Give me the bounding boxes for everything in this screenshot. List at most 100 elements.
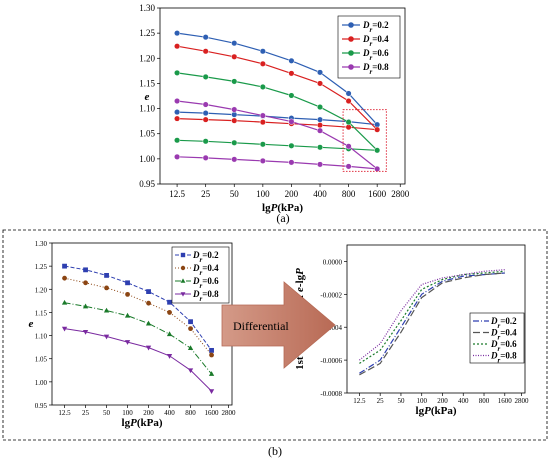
x-tick-label: 2800 — [222, 409, 237, 417]
data-point — [259, 141, 266, 148]
data-point — [124, 340, 131, 345]
y-tick-label: 0.95 — [139, 179, 155, 189]
data-point — [316, 122, 324, 129]
data-point — [259, 157, 266, 164]
x-tick-label: 12.5 — [58, 409, 71, 417]
data-point — [174, 109, 181, 116]
data-point — [231, 78, 238, 85]
panel-b-frame — [2, 229, 548, 441]
x-tick-label: 50 — [103, 409, 111, 417]
x-tick-label: 50 — [397, 397, 405, 405]
legend-label: Dr=0.4 — [362, 34, 389, 48]
data-point — [62, 275, 67, 281]
data-point — [316, 116, 324, 123]
y-tick-label: 1.05 — [139, 129, 155, 139]
legend-label: Dr=0.4 — [490, 328, 517, 342]
differential-arrow: Differential — [221, 281, 336, 369]
y-tick-label: -0.0002 — [320, 291, 342, 299]
x-tick-label: 25 — [82, 409, 90, 417]
series-line — [64, 265, 213, 351]
data-point — [231, 53, 238, 60]
data-point — [345, 143, 352, 150]
data-point — [208, 371, 215, 376]
data-point — [345, 163, 352, 170]
data-point — [188, 319, 193, 325]
caption-b: (b) — [268, 444, 282, 458]
series-line — [64, 328, 212, 392]
data-point — [166, 331, 173, 337]
data-point — [202, 138, 209, 145]
data-point — [82, 303, 89, 309]
data-point — [202, 154, 209, 161]
data-point — [316, 80, 324, 87]
data-point — [104, 285, 109, 291]
data-point — [62, 263, 67, 269]
y-tick-label: 1.00 — [139, 154, 155, 164]
data-point — [174, 97, 181, 105]
loading-line — [177, 72, 378, 151]
data-point — [316, 144, 324, 151]
y-tick-label: 1.15 — [139, 78, 155, 88]
y-tick-label: 1.15 — [35, 309, 48, 317]
chart-b-right: 12.5 25 50 100 200 400 800 1600 2800 -0.0008 -0.00… — [294, 244, 529, 417]
legend-marker — [348, 36, 354, 42]
legend-label: Dr=0.6 — [192, 276, 219, 290]
legend-label: Dr=0.8 — [362, 62, 389, 76]
loading-line — [177, 100, 378, 170]
data-point — [374, 165, 381, 172]
series-0.8 — [61, 326, 215, 394]
x-tick-label: 800 — [185, 409, 196, 417]
data-point — [259, 83, 266, 90]
x-tick-label: 400 — [164, 409, 175, 417]
data-point — [345, 124, 352, 131]
x-tick-label: 200 — [437, 397, 448, 405]
data-point — [231, 106, 238, 113]
data-point — [124, 312, 131, 318]
data-point — [82, 329, 89, 335]
series-0.6 — [174, 69, 381, 154]
y-tick-label: 1.00 — [35, 379, 48, 387]
data-point — [202, 34, 209, 41]
arrow-shape — [221, 281, 336, 369]
data-point — [374, 126, 381, 133]
data-point — [345, 90, 352, 97]
data-point — [288, 92, 295, 99]
data-point — [202, 116, 209, 123]
data-point — [103, 307, 110, 313]
data-point — [316, 127, 324, 134]
data-point — [167, 310, 172, 315]
data-point — [174, 69, 181, 76]
data-point — [374, 121, 381, 128]
legend-marker — [348, 50, 354, 56]
data-point — [180, 252, 186, 258]
data-point — [174, 115, 181, 122]
data-point — [345, 97, 352, 105]
loading-line — [176, 45, 378, 131]
data-point — [231, 156, 238, 163]
series-line-0.6 — [359, 270, 505, 364]
data-point — [231, 111, 238, 118]
data-point — [187, 345, 194, 350]
data-point — [288, 57, 295, 64]
y-tick-label: 1.25 — [35, 263, 48, 271]
data-point — [61, 299, 68, 305]
data-point — [259, 60, 266, 67]
data-point — [167, 299, 172, 305]
series-0.4 — [62, 275, 214, 358]
data-point — [202, 101, 209, 108]
y-tick-label: -0.0006 — [320, 357, 342, 365]
plot-frame — [159, 7, 406, 185]
x-tick-label: 25 — [201, 189, 211, 199]
y-axis-label: e — [145, 91, 150, 103]
unloading-line — [177, 118, 378, 131]
legend-label: Dr=0.6 — [362, 48, 389, 62]
x-tick-label: 1600 — [498, 397, 513, 405]
x-tick-label: 1600 — [205, 409, 220, 417]
data-point — [166, 354, 173, 359]
y-tick-label: 1.25 — [139, 28, 155, 38]
data-point — [174, 153, 181, 160]
x-tick-label: 2800 — [391, 189, 410, 199]
y-axis-label: e — [29, 318, 34, 330]
series-0.8 — [174, 97, 381, 172]
